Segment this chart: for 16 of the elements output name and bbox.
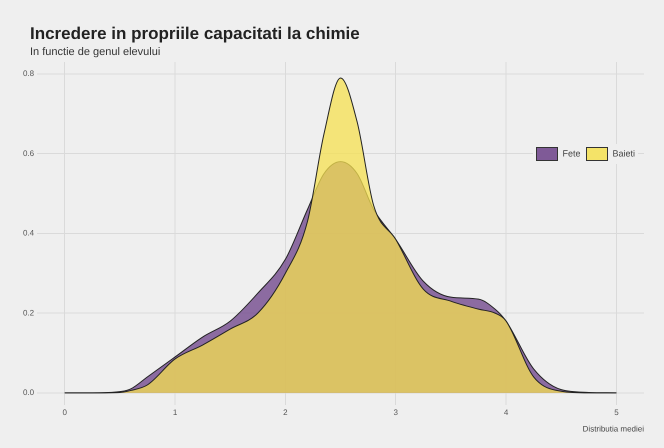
x-axis-title: Distributia mediei <box>582 424 644 434</box>
x-tick-label: 5 <box>614 408 620 417</box>
y-tick-label: 0.4 <box>22 228 35 238</box>
legend-label: Baieti <box>611 147 635 160</box>
x-tick-label: 4 <box>504 408 509 417</box>
y-tick-label: 0.6 <box>22 148 35 158</box>
chart-subtitle: In functie de genul elevului <box>30 46 160 58</box>
y-tick-label: 0.0 <box>22 388 35 398</box>
y-tick-label: 0.8 <box>22 69 35 78</box>
x-tick-label: 0 <box>62 408 68 417</box>
x-tick-label: 2 <box>283 408 288 417</box>
x-tick-label: 3 <box>394 408 399 417</box>
x-tick-label: 1 <box>172 408 178 417</box>
chart-title: Incredere in propriile capacitati la chimie <box>30 24 360 44</box>
legend-label: Fete <box>561 147 580 160</box>
y-tick-label: 0.2 <box>22 308 35 318</box>
